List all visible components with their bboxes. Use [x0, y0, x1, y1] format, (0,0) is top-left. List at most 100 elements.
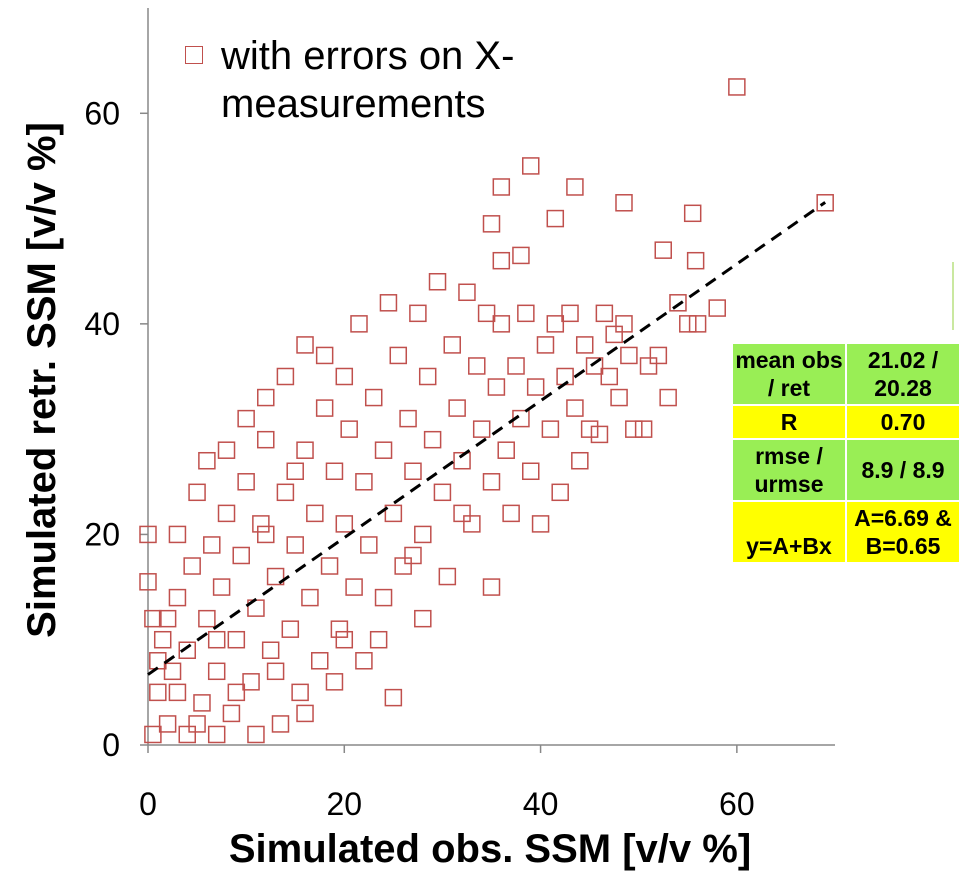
- point: [301, 588, 319, 607]
- point: [168, 588, 187, 607]
- x-axis-title: Simulated obs. SSM [v/v %]: [229, 827, 751, 871]
- point: [468, 357, 486, 375]
- point: [335, 367, 354, 386]
- point: [232, 546, 250, 565]
- point: [222, 704, 241, 723]
- point: [374, 441, 393, 459]
- point: [669, 294, 687, 312]
- point: [605, 325, 623, 344]
- point: [595, 304, 614, 323]
- y-axis-title: Simulated retr. SSM [v/v %]: [20, 122, 64, 638]
- point: [335, 515, 354, 533]
- stats-table: mean obs / ret 21.02 / 20.28 R 0.70 rmse / u…: [731, 342, 961, 564]
- point: [571, 451, 589, 470]
- point: [261, 641, 280, 659]
- point: [291, 683, 309, 702]
- y-tick-label: 20: [84, 516, 120, 552]
- point: [620, 346, 638, 365]
- point: [531, 515, 550, 533]
- point: [178, 725, 197, 744]
- point: [625, 420, 643, 438]
- point: [522, 462, 540, 481]
- point: [492, 178, 511, 196]
- point: [139, 573, 157, 591]
- point: [585, 357, 604, 375]
- point: [364, 388, 383, 407]
- point: [404, 462, 422, 481]
- point: [198, 451, 216, 470]
- point: [453, 504, 471, 523]
- point: [433, 483, 452, 502]
- point: [296, 441, 314, 459]
- x-tick-label: 0: [139, 786, 157, 822]
- table-cell: mean obs / ret: [731, 342, 847, 406]
- point: [203, 536, 221, 554]
- point: [217, 504, 236, 523]
- point: [379, 294, 398, 312]
- point: [482, 578, 501, 596]
- point: [257, 430, 275, 449]
- point: [526, 378, 545, 396]
- point: [536, 336, 555, 354]
- point: [168, 683, 187, 702]
- point: [575, 336, 594, 354]
- point: [561, 304, 579, 323]
- point: [266, 567, 285, 586]
- point: [153, 630, 172, 649]
- point: [428, 272, 447, 291]
- point: [158, 609, 177, 628]
- point: [659, 388, 677, 407]
- point: [580, 420, 599, 438]
- point: [296, 704, 314, 723]
- point: [487, 378, 506, 396]
- point: [728, 78, 746, 96]
- point: [355, 473, 373, 491]
- point: [286, 536, 304, 554]
- point: [306, 504, 324, 523]
- point: [399, 409, 417, 428]
- point: [418, 367, 437, 386]
- point: [325, 673, 344, 691]
- y-tick-label: 60: [84, 95, 120, 131]
- point: [242, 673, 260, 691]
- point: [816, 194, 834, 212]
- point: [688, 315, 707, 333]
- point: [271, 715, 290, 733]
- point: [512, 246, 530, 265]
- x-tick-label: 60: [719, 786, 755, 822]
- point: [566, 399, 584, 417]
- point: [686, 251, 705, 270]
- point: [683, 204, 702, 223]
- legend: with errors on X-measurements: [185, 32, 565, 128]
- point: [325, 462, 344, 481]
- table-cell: A=6.69 & B=0.65: [845, 500, 961, 564]
- point: [482, 473, 501, 491]
- legend-marker: [185, 46, 203, 64]
- table-row: rmse / urmse 8.9 / 8.9: [731, 438, 961, 502]
- point: [350, 315, 368, 333]
- point: [286, 462, 304, 481]
- point: [212, 578, 231, 596]
- point: [708, 299, 726, 317]
- point: [472, 420, 491, 438]
- table-cell: rmse / urmse: [731, 438, 847, 502]
- point: [507, 357, 525, 375]
- point: [369, 630, 388, 649]
- point: [492, 251, 511, 270]
- point: [590, 425, 609, 444]
- point: [566, 178, 584, 196]
- point: [257, 525, 275, 544]
- x-tick-label: 40: [523, 786, 559, 822]
- point: [207, 725, 226, 744]
- point: [477, 304, 496, 323]
- point: [144, 609, 162, 628]
- point: [207, 662, 226, 681]
- point: [423, 430, 442, 449]
- point: [266, 662, 285, 681]
- table-cell: 8.9 / 8.9: [845, 438, 961, 502]
- point: [227, 630, 246, 649]
- point: [482, 215, 501, 233]
- point: [389, 346, 408, 365]
